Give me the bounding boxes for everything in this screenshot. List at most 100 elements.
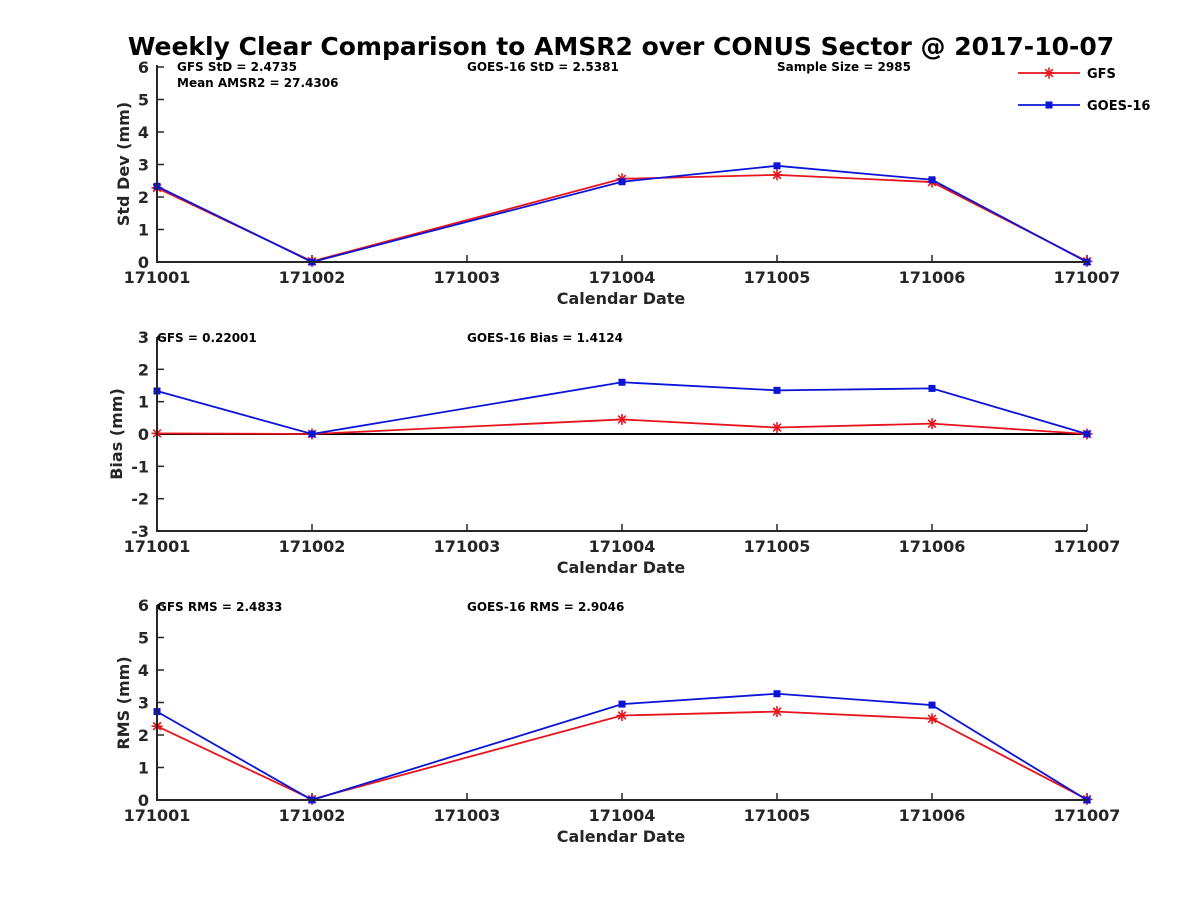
stddev-panel: 171001 171002 171003 171004 171005 171006 1710… (114, 58, 1120, 308)
rms-xtick-label: 171002 (279, 806, 346, 825)
rms-ylabel: RMS (mm) (114, 656, 133, 749)
figure-title: Weekly Clear Comparison to AMSR2 over CO… (128, 32, 1114, 61)
bias-xtick-label: 171001 (124, 537, 191, 556)
rms-xtick-label: 171005 (744, 806, 811, 825)
bias-gfs-point (926, 418, 938, 430)
stddev-mean-annotation: Mean AMSR2 = 27.4306 (177, 76, 338, 90)
bias-goes16-series-line (156, 381, 1088, 435)
bias-marks (151, 378, 1093, 440)
rms-ticks: 171001 171002 171003 171004 171005 171006 1710… (124, 596, 1121, 825)
rms-gfs-point (771, 706, 783, 718)
bias-gfs-annotation: GFS = 0.22001 (157, 331, 257, 345)
bias-xtick-label: 171007 (1054, 537, 1121, 556)
stddev-ytick-label: 3 (138, 156, 149, 175)
legend-gfs-label: GFS (1087, 67, 1116, 82)
bias-ticks: 171001 171002 171003 171004 171005 171006 1710… (124, 328, 1121, 556)
bias-ytick-label: 2 (138, 360, 149, 379)
bias-ylabel: Bias (mm) (107, 388, 126, 480)
legend-item-goes16: GOES-16 (1018, 99, 1150, 114)
stddev-ylabel: Std Dev (mm) (114, 102, 133, 226)
stddev-goes16-point (773, 162, 781, 170)
stddev-ytick-label: 4 (138, 123, 149, 142)
bias-axes (156, 337, 1087, 532)
bias-ytick-label: 0 (138, 425, 149, 444)
stddev-goes16-series-line (156, 164, 1088, 263)
legend-goes16-marker (1045, 101, 1053, 109)
rms-goes16-point (928, 701, 936, 709)
bias-xtick-label: 171003 (434, 537, 501, 556)
rms-xtick-label: 171004 (589, 806, 656, 825)
rms-gfs-annotation: GFS RMS = 2.4833 (157, 600, 282, 614)
rms-axes (156, 605, 1087, 801)
stddev-xtick-label: 171004 (589, 268, 656, 287)
rms-goes-annotation: GOES-16 RMS = 2.9046 (467, 600, 624, 614)
stddev-goes16-point (618, 178, 626, 186)
bias-xtick-label: 171002 (279, 537, 346, 556)
rms-xtick-label: 171003 (434, 806, 501, 825)
rms-gfs-point (616, 710, 628, 721)
bias-xtick-label: 171004 (589, 537, 656, 556)
bias-ytick-label: -1 (131, 457, 149, 476)
rms-goes16-point (773, 690, 781, 698)
rms-ytick-label: 0 (138, 791, 149, 810)
bias-xtick-label: 171005 (744, 537, 811, 556)
bias-goes16-point (773, 386, 781, 394)
bias-gfs-point (616, 413, 628, 425)
stddev-sample-annotation: Sample Size = 2985 (777, 60, 911, 74)
stddev-marks (151, 162, 1093, 267)
bias-gfs-series-line (156, 418, 1088, 435)
rms-ytick-label: 4 (138, 661, 149, 680)
rms-xtick-label: 171001 (124, 806, 191, 825)
rms-goes16-point (618, 700, 626, 708)
legend-item-gfs: GFS (1018, 67, 1116, 82)
bias-goes16-point (308, 430, 316, 438)
bias-xtick-label: 171006 (899, 537, 966, 556)
stddev-xtick-label: 171002 (279, 268, 346, 287)
rms-gfs-series-line (156, 710, 1088, 801)
rms-ytick-label: 3 (138, 694, 149, 713)
bias-xlabel: Calendar Date (557, 558, 686, 577)
stddev-ytick-label: 1 (138, 221, 149, 240)
rms-ytick-label: 6 (138, 596, 149, 615)
stddev-xtick-label: 171005 (744, 268, 811, 287)
rms-xtick-label: 171007 (1054, 806, 1121, 825)
rms-ytick-label: 2 (138, 726, 149, 745)
legend-goes16-square-icon (1045, 101, 1053, 109)
stddev-gfs-point (771, 169, 783, 181)
bias-ytick-label: -3 (131, 522, 149, 541)
stddev-goes-annotation: GOES-16 StD = 2.5381 (467, 60, 619, 74)
stddev-gfs-annotation: GFS StD = 2.4735 (177, 60, 297, 74)
stddev-xtick-label: 171007 (1054, 268, 1121, 287)
bias-ytick-label: -2 (131, 490, 149, 509)
rms-panel: 171001 171002 171003 171004 171005 171006 1710… (114, 596, 1120, 846)
bias-goes16-point (928, 384, 936, 392)
bias-ytick-label: 1 (138, 393, 149, 412)
stddev-ytick-label: 5 (138, 91, 149, 110)
bias-goes16-point (1083, 430, 1091, 438)
legend-gfs-star-icon (1043, 67, 1055, 79)
bias-goes16-point (618, 378, 626, 386)
stddev-xtick-label: 171003 (434, 268, 501, 287)
rms-xlabel: Calendar Date (557, 827, 686, 846)
stddev-ytick-label: 0 (138, 253, 149, 272)
stddev-ticks: 171001 171002 171003 171004 171005 171006 1710… (124, 58, 1121, 287)
rms-gfs-point (926, 713, 938, 725)
stddev-ytick-label: 6 (138, 58, 149, 77)
rms-ytick-label: 1 (138, 759, 149, 778)
bias-gfs-point (771, 422, 783, 434)
legend-gfs-marker (1043, 67, 1055, 79)
rms-marks (151, 690, 1093, 805)
rms-xtick-label: 171006 (899, 806, 966, 825)
bias-ytick-label: 3 (138, 328, 149, 347)
stddev-goes16-point (928, 176, 936, 184)
stddev-xtick-label: 171001 (124, 268, 191, 287)
bias-panel: 171001 171002 171003 171004 171005 171006 1710… (107, 328, 1120, 577)
stddev-xlabel: Calendar Date (557, 289, 686, 308)
stddev-xtick-label: 171006 (899, 268, 966, 287)
legend-goes16-label: GOES-16 (1087, 99, 1150, 114)
stddev-ytick-label: 2 (138, 188, 149, 207)
stddev-axes (156, 65, 1087, 263)
bias-goes-annotation: GOES-16 Bias = 1.4124 (467, 331, 623, 345)
rms-goes16-series-line (156, 692, 1088, 801)
